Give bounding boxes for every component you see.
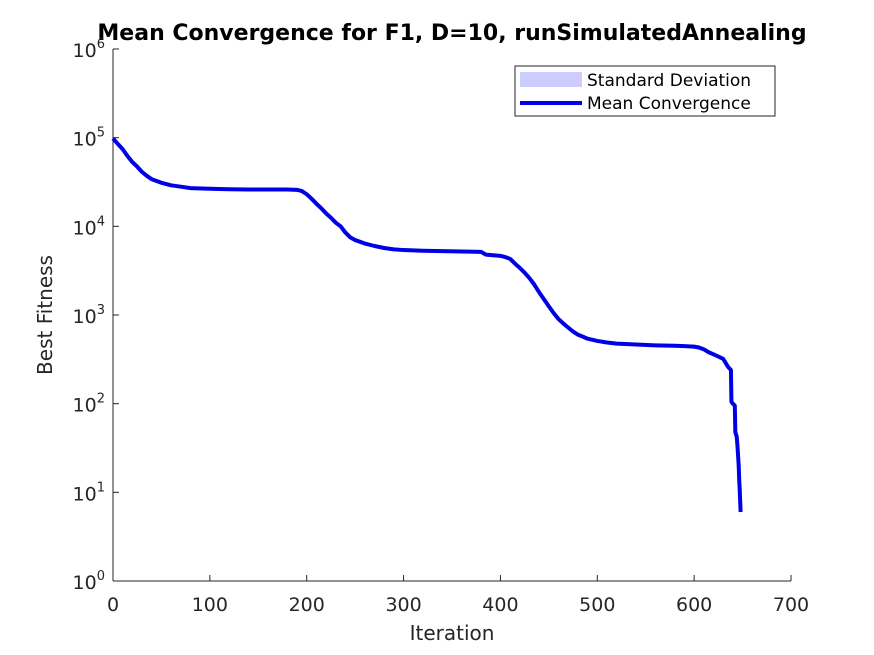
- legend: Standard Deviation Mean Convergence: [514, 65, 776, 117]
- chart-title: Mean Convergence for F1, D=10, runSimula…: [97, 21, 806, 46]
- y-tick-exponent: 5: [97, 126, 105, 141]
- y-tick-label: 106: [73, 37, 105, 62]
- y-tick-label: 102: [73, 392, 105, 417]
- y-tick-base: 10: [73, 306, 97, 328]
- y-tick-base: 10: [73, 129, 97, 151]
- x-tick-label: 400: [482, 594, 518, 616]
- y-tick-exponent: 6: [97, 37, 105, 52]
- x-ticks: 0 100 200 300 400 500 600 700: [107, 575, 809, 616]
- x-tick-label: 700: [773, 594, 809, 616]
- y-tick-exponent: 2: [97, 392, 105, 407]
- y-tick-label: 105: [73, 126, 105, 151]
- y-tick-base: 10: [73, 40, 97, 62]
- x-axis-label: Iteration: [410, 621, 495, 645]
- y-tick-label: 101: [73, 480, 105, 505]
- legend-std-swatch: [520, 72, 582, 87]
- y-axis-label: Best Fitness: [33, 255, 57, 375]
- legend-std-label: Standard Deviation: [587, 71, 751, 91]
- y-tick-label: 100: [73, 569, 105, 594]
- y-tick-base: 10: [73, 572, 97, 594]
- y-tick-base: 10: [73, 483, 97, 505]
- y-tick-base: 10: [73, 395, 97, 417]
- y-tick-label: 103: [73, 303, 105, 328]
- x-tick-label: 200: [289, 594, 325, 616]
- y-tick-exponent: 0: [97, 569, 105, 584]
- x-tick-label: 100: [192, 594, 228, 616]
- y-tick-base: 10: [73, 217, 97, 239]
- y-tick-label: 104: [73, 214, 105, 239]
- legend-mean-label: Mean Convergence: [587, 94, 751, 114]
- x-tick-label: 500: [579, 594, 615, 616]
- x-tick-label: 600: [676, 594, 712, 616]
- y-tick-exponent: 1: [97, 480, 105, 495]
- x-tick-label: 0: [107, 594, 119, 616]
- mean-convergence-line: [111, 137, 743, 513]
- x-tick-label: 300: [385, 594, 421, 616]
- y-tick-exponent: 4: [97, 214, 105, 229]
- y-tick-exponent: 3: [97, 303, 105, 318]
- line-group: [111, 137, 743, 513]
